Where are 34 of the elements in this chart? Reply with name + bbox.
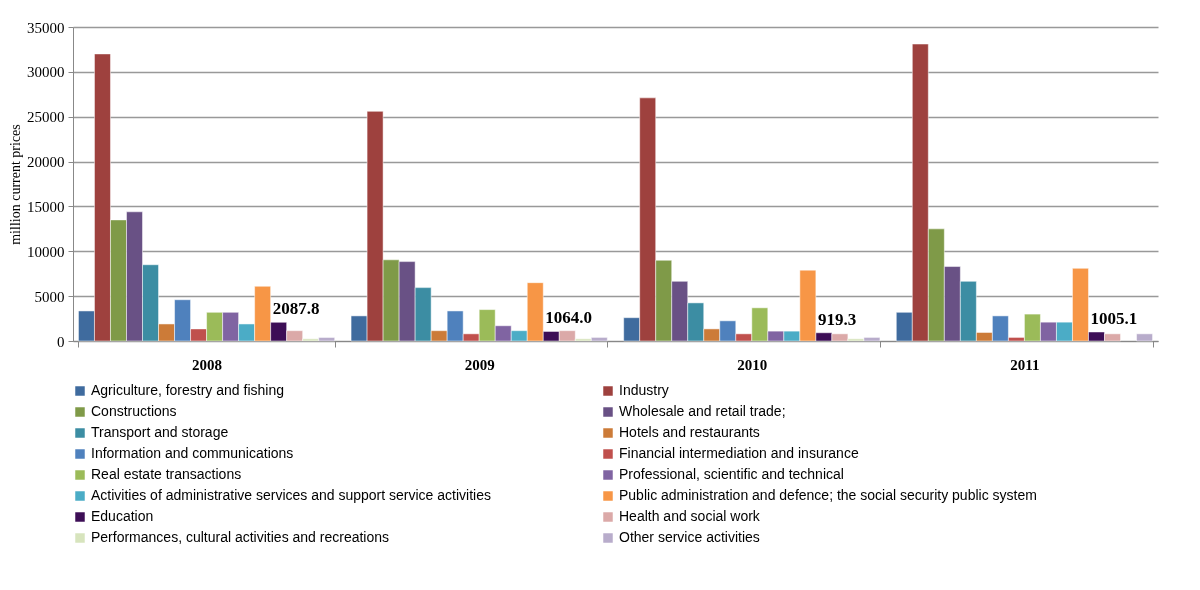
legend-label: Professional, scientific and technical [619,466,844,482]
legend-label: Education [91,508,154,524]
y-tick-label: 25000 [27,109,65,126]
data-label: 1005.1 [1090,308,1138,328]
legend-label: Industry [619,382,669,398]
y-tick-label: 15000 [27,198,65,215]
legend-label: Performances, cultural activities and recreations [91,529,390,545]
legend-label: Activities of administrative services and support service activities [91,487,491,503]
y-tick-label: 5000 [34,288,65,305]
x-tick-label: 2011 [1010,356,1040,373]
data-label: 2087.8 [272,299,320,319]
bar [1136,333,1153,342]
y-tick-label: 20000 [27,154,65,171]
legend-label: Public administration and defence; the social security public system [619,487,1037,503]
data-label: 919.3 [817,309,857,329]
legend-label: Constructions [91,403,177,419]
x-tick-label: 2009 [464,356,495,373]
y-tick-label: 0 [57,333,65,350]
legend-label: Transport and storage [91,424,229,440]
legend-label: Agriculture, forestry and fishing [91,382,284,398]
legend-label: Wholesale and retail trade; [619,403,786,419]
x-tick-label: 2008 [192,356,223,373]
legend-label: Financial intermediation and insurance [619,445,859,461]
data-label: 1064.0 [545,308,593,328]
y-tick-label: 10000 [27,243,65,260]
y-tick-label: 35000 [27,19,65,36]
legend-label: Information and communications [91,445,294,461]
y-tick-label: 30000 [27,64,65,81]
y-axis-title: million current prices [8,124,23,245]
legend-label: Real estate transactions [91,466,242,482]
x-tick-label: 2010 [737,356,768,373]
legend-label: Other service activities [619,529,760,545]
legend-label: Health and social work [619,508,761,524]
legend-label: Hotels and restaurants [619,424,760,440]
